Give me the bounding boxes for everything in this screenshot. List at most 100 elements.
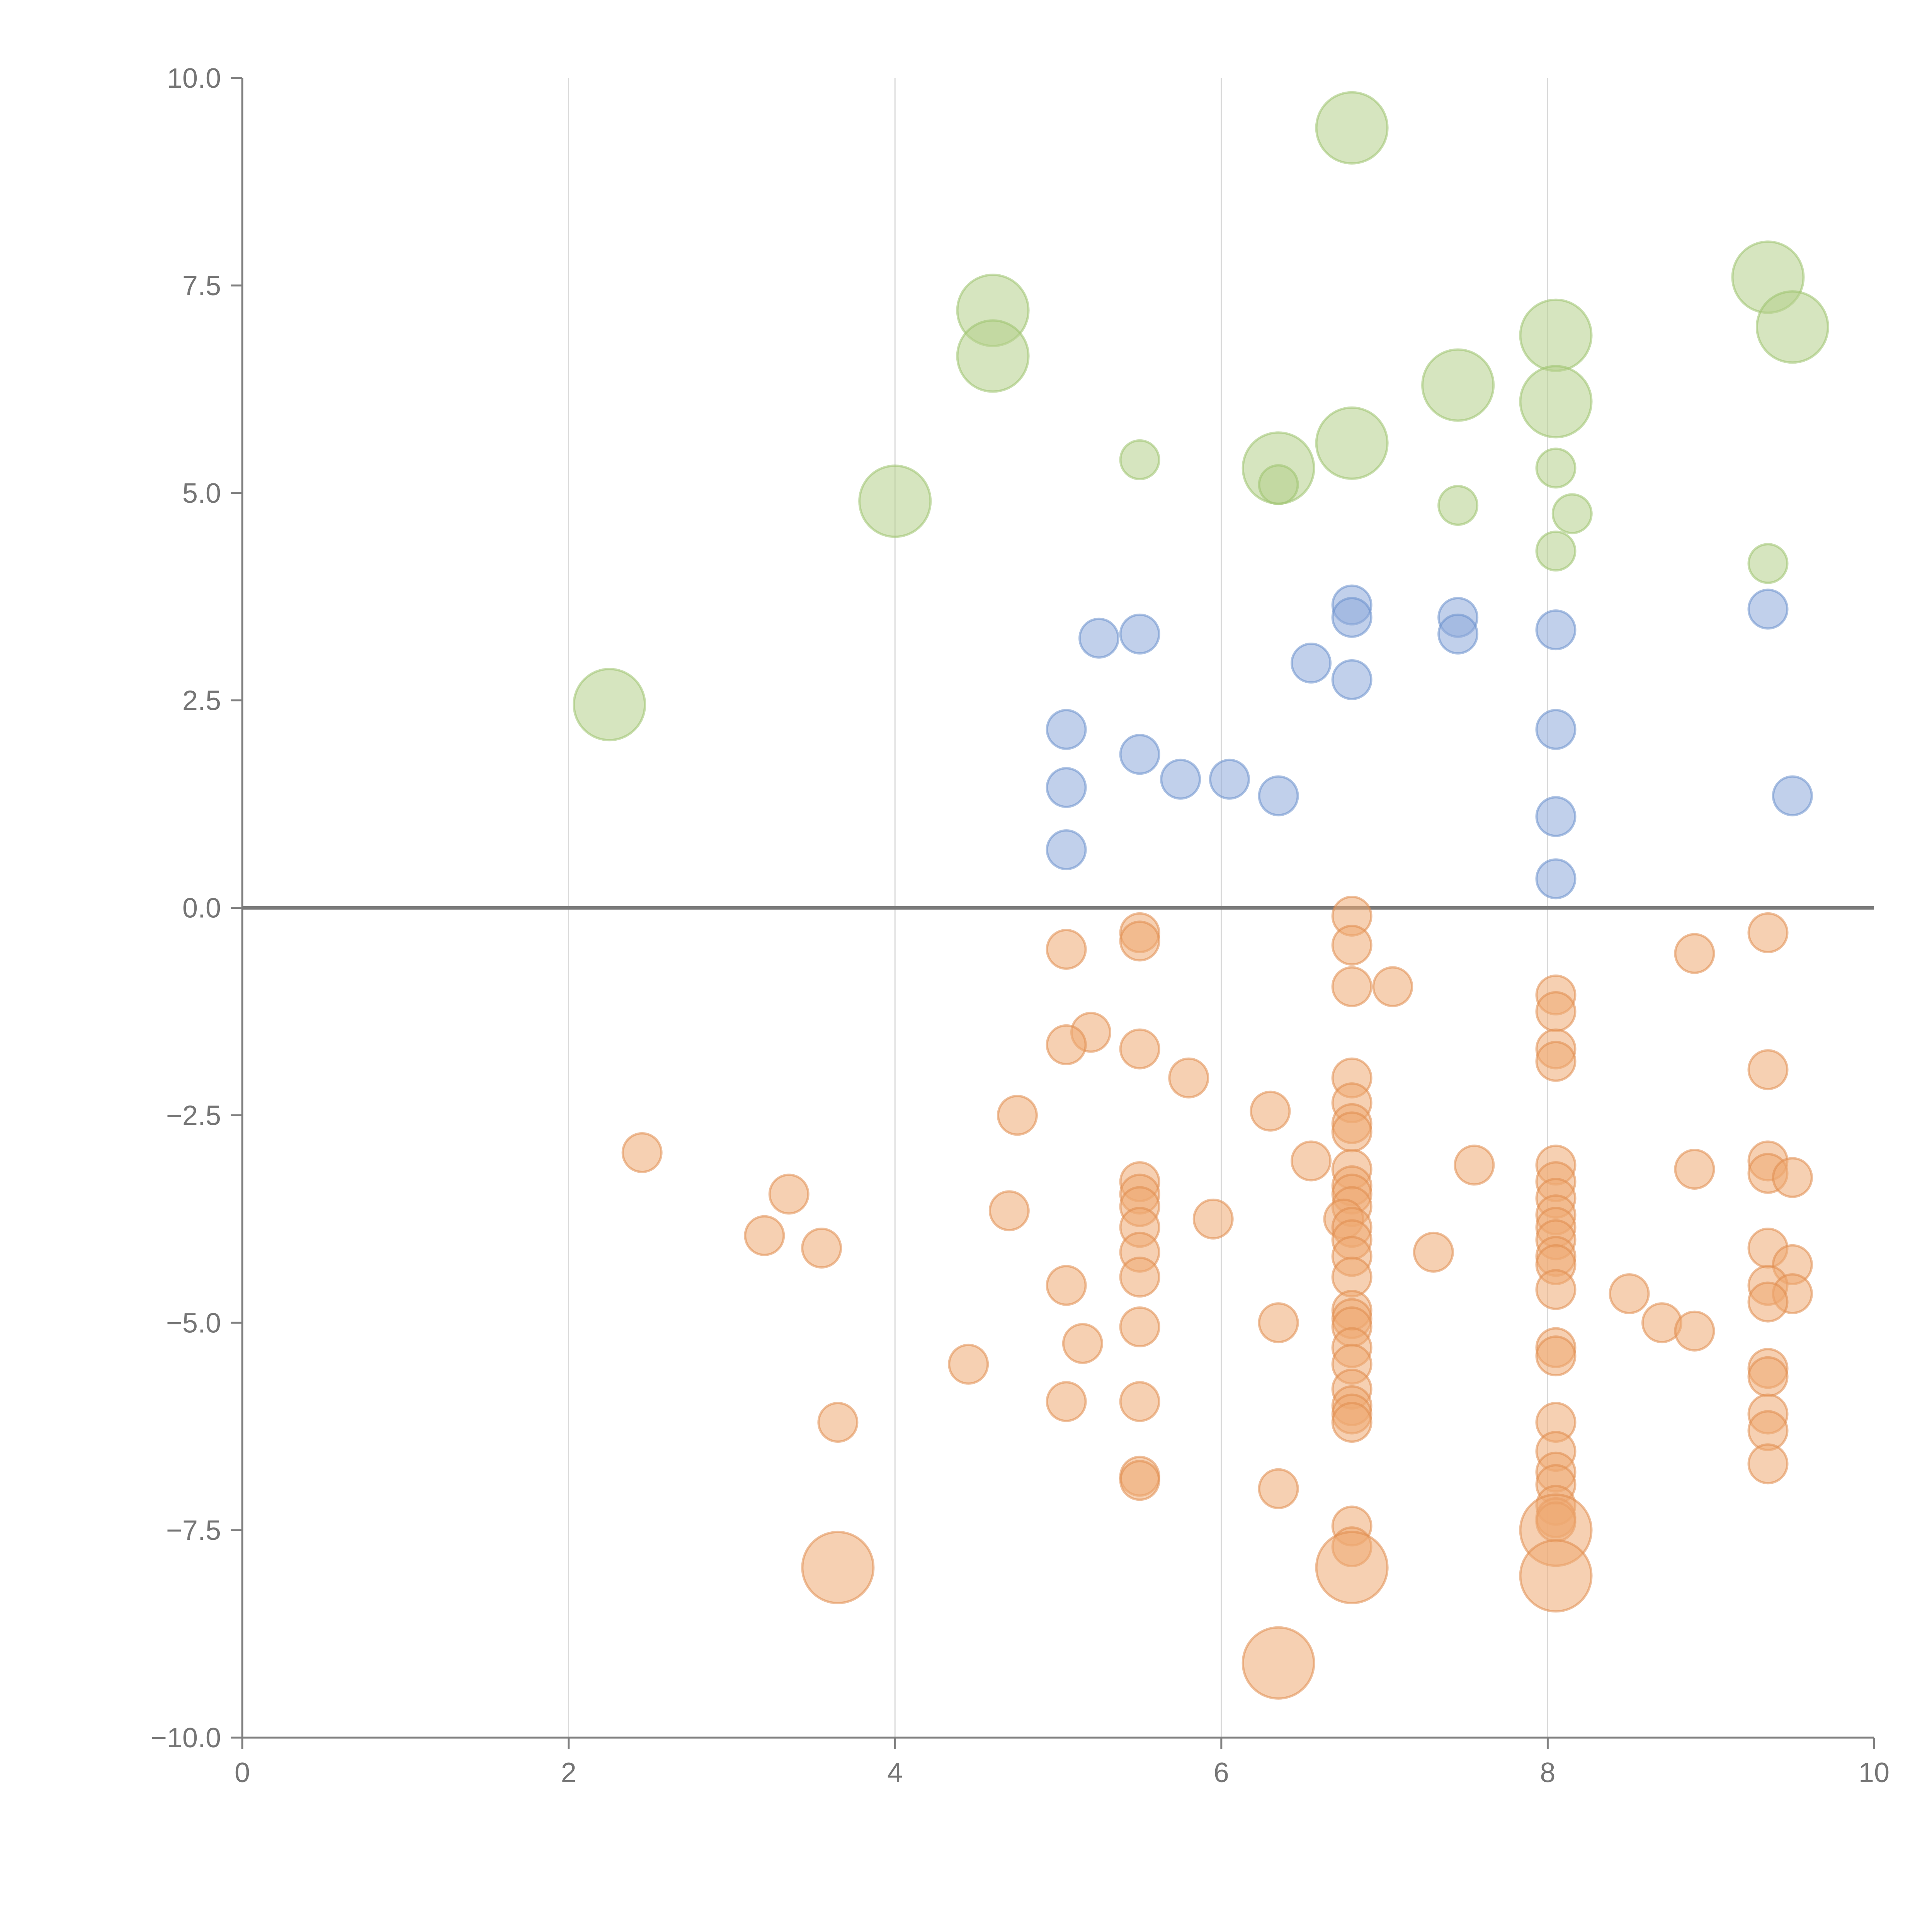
- data-point[interactable]: [1747, 1049, 1789, 1090]
- data-point[interactable]: [1119, 1257, 1160, 1298]
- data-point[interactable]: [1250, 1090, 1291, 1132]
- data-point[interactable]: [1454, 1145, 1495, 1186]
- data-point[interactable]: [1119, 1460, 1160, 1501]
- data-point[interactable]: [1046, 1024, 1087, 1065]
- y-tick-label: 7.5: [182, 270, 221, 301]
- data-point[interactable]: [1062, 1323, 1103, 1364]
- series-large-negative: [801, 1493, 1593, 1700]
- x-tick-label: 10: [1859, 1757, 1889, 1788]
- data-point[interactable]: [801, 1227, 842, 1269]
- data-point[interactable]: [573, 668, 646, 742]
- data-point[interactable]: [1258, 1302, 1299, 1344]
- data-point[interactable]: [1331, 1111, 1372, 1153]
- data-point[interactable]: [1372, 966, 1413, 1007]
- data-point[interactable]: [1119, 920, 1160, 962]
- data-point[interactable]: [1119, 439, 1160, 480]
- data-point[interactable]: [1535, 796, 1577, 837]
- data-point[interactable]: [1119, 1028, 1160, 1070]
- data-point[interactable]: [1535, 447, 1577, 489]
- data-point[interactable]: [1772, 775, 1813, 816]
- data-point[interactable]: [1535, 991, 1577, 1032]
- data-point[interactable]: [1772, 1157, 1813, 1198]
- data-point[interactable]: [1747, 1281, 1789, 1323]
- data-point[interactable]: [1331, 966, 1372, 1007]
- data-point[interactable]: [1258, 1468, 1299, 1509]
- data-point[interactable]: [1755, 290, 1829, 364]
- data-point[interactable]: [1119, 613, 1160, 655]
- data-point[interactable]: [1519, 1539, 1593, 1613]
- data-point[interactable]: [956, 319, 1030, 393]
- data-point[interactable]: [1291, 642, 1332, 684]
- data-point[interactable]: [1331, 597, 1372, 638]
- data-point[interactable]: [1258, 464, 1299, 505]
- data-point[interactable]: [1046, 767, 1087, 808]
- data-point[interactable]: [1078, 617, 1120, 659]
- data-point[interactable]: [1046, 1265, 1087, 1306]
- data-point[interactable]: [1747, 588, 1789, 630]
- data-point[interactable]: [1413, 1231, 1454, 1273]
- data-point[interactable]: [1421, 348, 1495, 422]
- data-point[interactable]: [1168, 1057, 1209, 1099]
- data-point[interactable]: [1535, 1335, 1577, 1377]
- data-point[interactable]: [1331, 925, 1372, 966]
- data-point[interactable]: [1437, 485, 1479, 526]
- data-point[interactable]: [1331, 1401, 1372, 1443]
- data-point[interactable]: [1119, 1381, 1160, 1422]
- y-tick-label: −10.0: [151, 1723, 221, 1753]
- data-point[interactable]: [997, 1095, 1038, 1136]
- points-layer: [573, 91, 1829, 1700]
- data-point[interactable]: [1046, 829, 1087, 871]
- data-point[interactable]: [1046, 1381, 1087, 1422]
- data-point[interactable]: [768, 1173, 810, 1215]
- data-point[interactable]: [1331, 659, 1372, 700]
- y-tick-label: −5.0: [166, 1308, 221, 1338]
- y-tick-label: 0.0: [182, 893, 221, 924]
- data-point[interactable]: [1046, 709, 1087, 750]
- data-point[interactable]: [1747, 912, 1789, 953]
- data-point[interactable]: [1119, 1306, 1160, 1347]
- data-point[interactable]: [1315, 1531, 1389, 1604]
- data-point[interactable]: [1747, 543, 1789, 584]
- data-point[interactable]: [1209, 759, 1250, 800]
- data-point[interactable]: [1119, 734, 1160, 775]
- x-tick-label: 0: [235, 1757, 250, 1788]
- data-point[interactable]: [1535, 1041, 1577, 1082]
- data-point[interactable]: [1674, 1310, 1715, 1352]
- x-tick-label: 2: [561, 1757, 577, 1788]
- y-tick-label: 5.0: [182, 478, 221, 509]
- data-point[interactable]: [817, 1401, 859, 1443]
- x-tick-label: 6: [1214, 1757, 1229, 1788]
- data-point[interactable]: [1046, 929, 1087, 970]
- data-point[interactable]: [1519, 365, 1593, 439]
- x-tick-label: 4: [887, 1757, 903, 1788]
- data-point[interactable]: [1535, 858, 1577, 900]
- data-point[interactable]: [1535, 1269, 1577, 1310]
- data-point[interactable]: [1192, 1198, 1234, 1240]
- data-point[interactable]: [1551, 493, 1593, 534]
- data-point[interactable]: [1535, 531, 1577, 572]
- data-point[interactable]: [1747, 1443, 1789, 1485]
- data-point[interactable]: [744, 1215, 785, 1256]
- data-point[interactable]: [1258, 775, 1299, 816]
- data-point[interactable]: [1674, 1148, 1715, 1190]
- data-point[interactable]: [1519, 298, 1593, 372]
- data-point[interactable]: [1160, 759, 1201, 800]
- data-point[interactable]: [1609, 1273, 1650, 1315]
- data-point[interactable]: [1747, 1356, 1789, 1397]
- data-point[interactable]: [1315, 406, 1389, 480]
- axes-layer: [231, 77, 1875, 1749]
- data-point[interactable]: [1437, 613, 1479, 655]
- data-point[interactable]: [858, 464, 932, 538]
- data-point[interactable]: [1674, 933, 1715, 974]
- data-point[interactable]: [1291, 1140, 1332, 1182]
- data-point[interactable]: [988, 1190, 1030, 1231]
- data-point[interactable]: [1535, 709, 1577, 750]
- data-point[interactable]: [1242, 1626, 1315, 1700]
- data-point[interactable]: [621, 1132, 663, 1173]
- data-point[interactable]: [1315, 91, 1389, 165]
- data-point[interactable]: [801, 1531, 875, 1604]
- data-point[interactable]: [948, 1344, 989, 1385]
- data-point[interactable]: [1535, 609, 1577, 651]
